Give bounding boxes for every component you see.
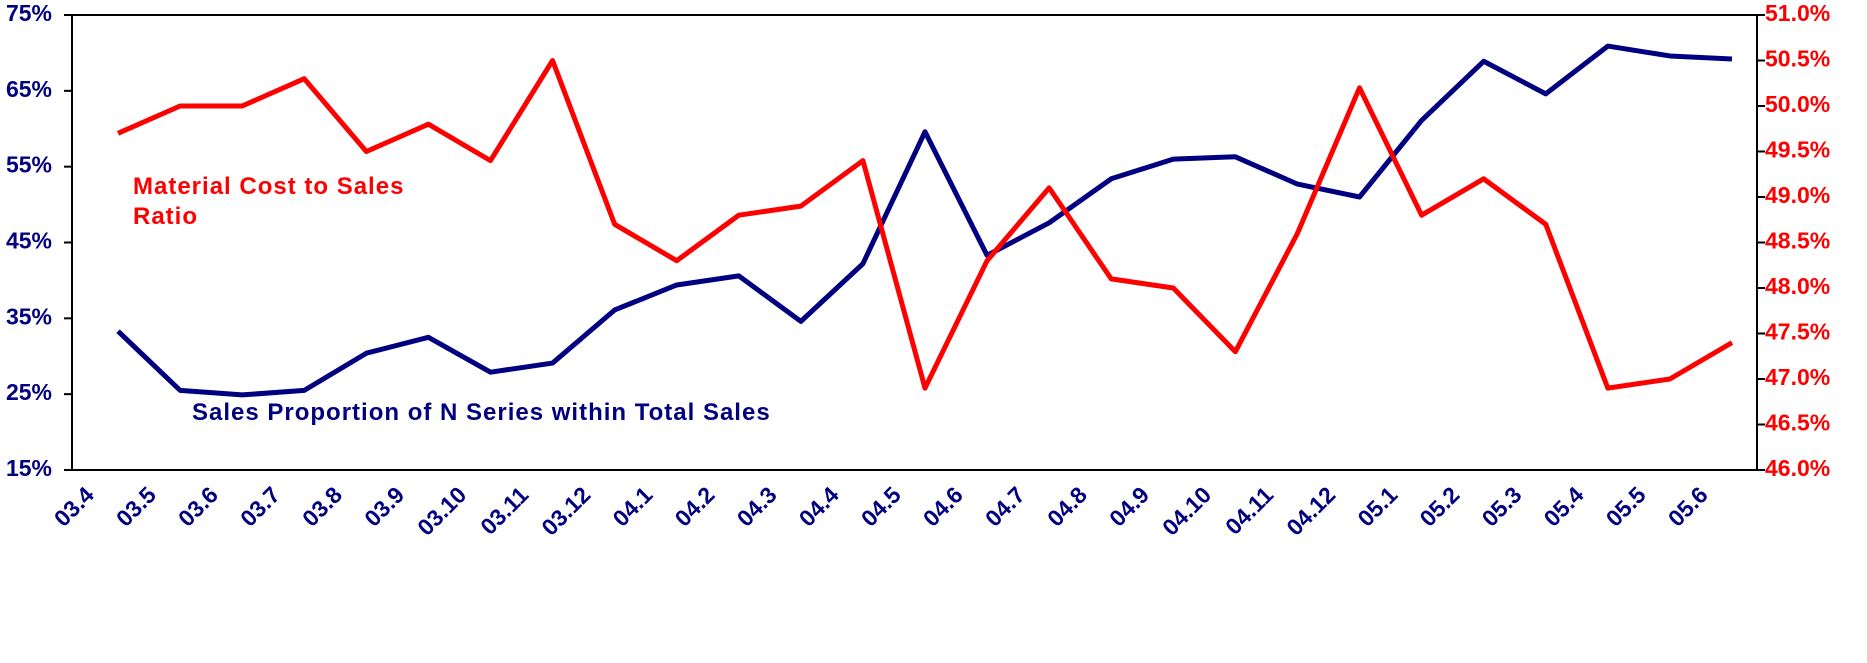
x-tick-label: 05.5 <box>1601 481 1651 531</box>
x-tick-label: 05.6 <box>1663 481 1713 531</box>
series-label: Sales Proportion of N Series within Tota… <box>192 399 771 426</box>
y-tick-label: 75% <box>6 0 52 26</box>
x-tick-label: 04.6 <box>918 481 968 531</box>
x-tick-label: 04.8 <box>1042 481 1092 531</box>
y2-tick-label: 50.0% <box>1765 91 1830 117</box>
x-tick-label: 03.12 <box>536 481 595 540</box>
y2-tick-label: 49.5% <box>1765 137 1830 163</box>
x-tick-label: 04.3 <box>732 481 782 531</box>
y2-tick-label: 47.5% <box>1765 319 1830 345</box>
x-tick-label: 03.11 <box>475 481 533 539</box>
x-tick-label: 05.4 <box>1539 481 1589 531</box>
y2-tick-label: 46.0% <box>1765 455 1830 481</box>
y-tick-label: 15% <box>6 455 52 481</box>
x-tick-label: 04.5 <box>856 481 906 531</box>
x-tick-label: 04.12 <box>1281 481 1340 540</box>
y2-tick-label: 46.5% <box>1765 410 1830 436</box>
x-tick-label: 03.7 <box>235 481 285 531</box>
x-tick-label: 03.4 <box>49 481 99 531</box>
x-tick-label: 03.9 <box>359 481 409 531</box>
x-tick-label: 04.9 <box>1104 481 1154 531</box>
y-tick-label: 55% <box>6 152 52 178</box>
y2-tick-label: 51.0% <box>1765 0 1830 26</box>
y-tick-label: 35% <box>6 303 52 329</box>
series-line <box>116 43 1733 398</box>
x-tick-label: 04.7 <box>980 481 1030 531</box>
series-line <box>117 58 1734 391</box>
x-tick-label: 04.4 <box>794 481 844 531</box>
y-tick-label: 25% <box>6 379 52 405</box>
y2-tick-label: 50.5% <box>1765 46 1830 72</box>
x-tick-label: 04.1 <box>607 481 657 531</box>
x-tick-label: 04.11 <box>1220 481 1278 539</box>
y2-tick-label: 47.0% <box>1765 364 1830 390</box>
x-tick-label: 03.5 <box>111 481 161 531</box>
x-tick-label: 03.6 <box>173 481 223 531</box>
x-tick-label: 04.10 <box>1157 481 1216 540</box>
y2-tick-label: 48.5% <box>1765 228 1830 254</box>
x-tick-label: 05.3 <box>1476 481 1526 531</box>
x-tick-label: 03.8 <box>297 481 347 531</box>
x-tick-label: 05.1 <box>1352 481 1402 531</box>
y-tick-label: 65% <box>6 76 52 102</box>
series-label: Material Cost to Sales Ratio <box>133 173 405 230</box>
x-tick-label: 05.2 <box>1414 481 1464 531</box>
y2-tick-label: 49.0% <box>1765 182 1830 208</box>
x-tick-label: 04.2 <box>670 481 720 531</box>
x-tick-label: 03.10 <box>412 481 471 540</box>
y-tick-label: 45% <box>6 228 52 254</box>
y2-tick-label: 48.0% <box>1765 273 1830 299</box>
